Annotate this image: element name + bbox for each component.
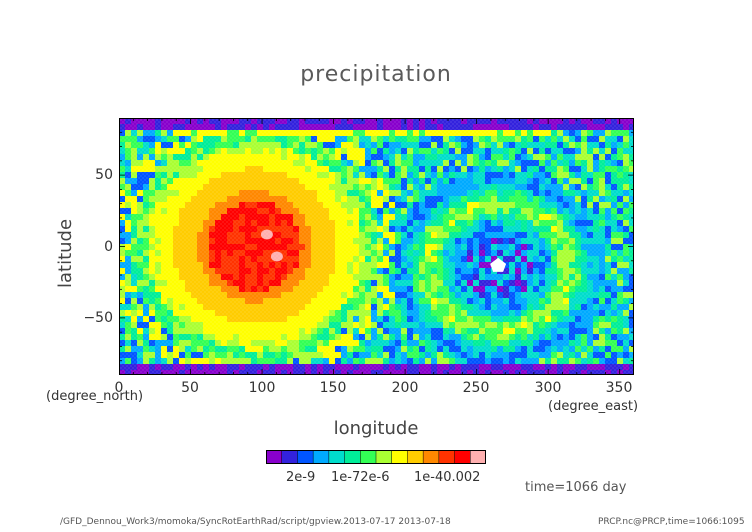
y-axis-label: latitude [55, 218, 76, 288]
plot-area [119, 118, 634, 375]
colorbar-cell [360, 450, 377, 464]
colorbar-cell [328, 450, 346, 464]
chart-title: precipitation [300, 62, 452, 87]
x-tick-label: 50 [181, 380, 199, 396]
colorbar-cell [407, 450, 424, 464]
colorbar-cell [391, 450, 408, 464]
x-tick-label: 150 [319, 380, 347, 396]
colorbar-tick-label: 1e-40.002 [414, 470, 481, 485]
colorbar-cell [281, 450, 298, 464]
colorbar-tick-label: 1e-72e-6 [331, 470, 390, 485]
x-tick-label: 250 [462, 380, 490, 396]
y-unit-label: (degree_north) [46, 389, 144, 404]
colorbar-cell [344, 450, 361, 464]
colorbar-cell [297, 450, 314, 464]
colorbar-cell [313, 450, 330, 464]
y-tick-label: −50 [83, 310, 113, 326]
colorbar-cell [376, 450, 393, 464]
y-tick-label: 0 [104, 239, 113, 255]
colorbar-cell [454, 450, 471, 464]
x-tick-label: 350 [605, 380, 633, 396]
x-unit-label: (degree_east) [548, 399, 639, 414]
colorbar [266, 450, 486, 464]
colorbar-cell [266, 450, 283, 464]
time-label: time=1066 day [525, 480, 627, 495]
y-tick-label: 50 [95, 167, 113, 183]
x-axis-label: longitude [333, 418, 419, 439]
x-tick-label: 0 [114, 380, 124, 396]
footer-script-path: /GFD_Dennou_Work3/momoka/SyncRotEarthRad… [60, 517, 451, 527]
colorbar-cell [470, 450, 486, 464]
x-tick-label: 200 [391, 380, 419, 396]
colorbar-cell [438, 450, 456, 464]
x-tick-label: 100 [248, 380, 276, 396]
footer-data-source: PRCP.nc@PRCP,time=1066:1095 [598, 517, 745, 527]
x-tick-label: 300 [534, 380, 562, 396]
colorbar-cell [423, 450, 440, 464]
colorbar-tick-label: 2e-9 [286, 470, 316, 485]
